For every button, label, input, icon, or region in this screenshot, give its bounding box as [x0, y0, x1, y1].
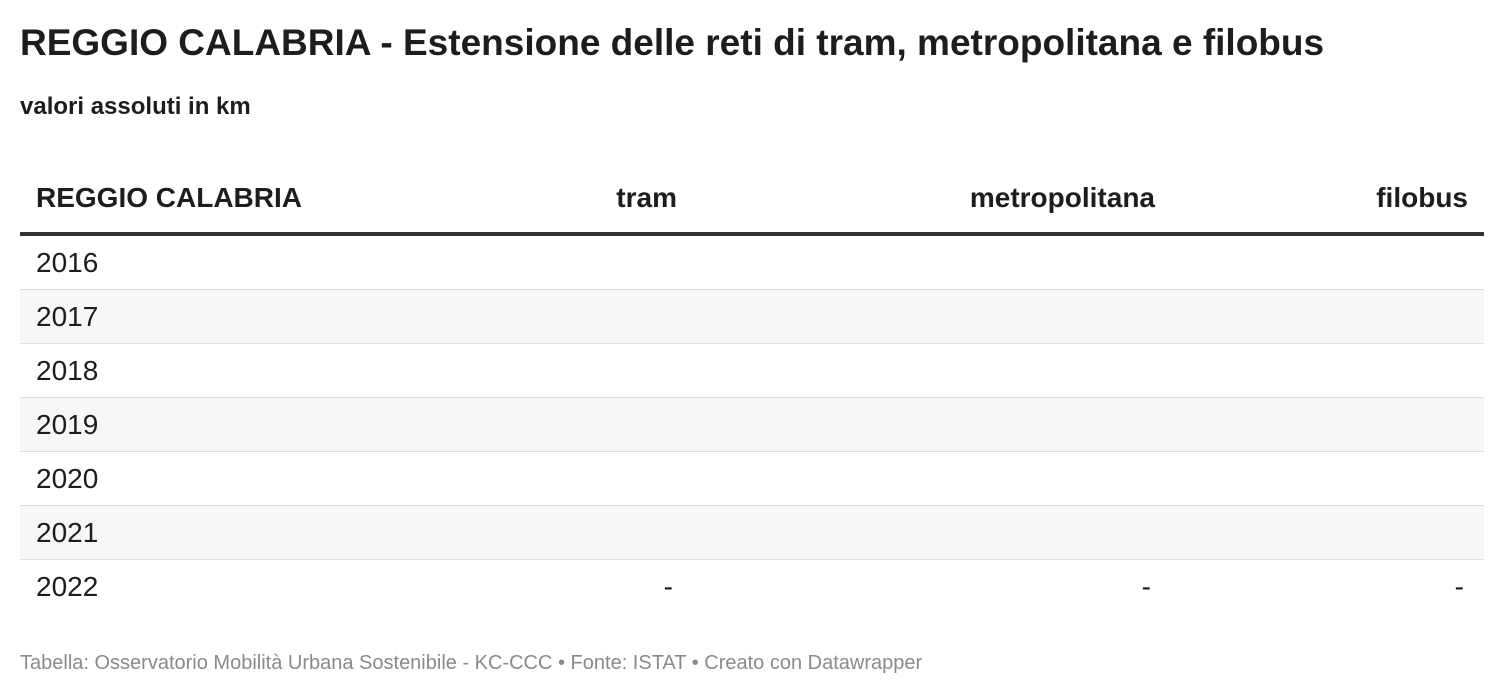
year-cell: 2018 — [36, 355, 99, 386]
column-header: filobus — [1376, 182, 1468, 213]
table-row: 2016 — [20, 236, 1484, 290]
table-row: 2017 — [20, 290, 1484, 344]
year-cell: 2017 — [36, 301, 99, 332]
value-cell: - — [663, 571, 673, 602]
table-row: 2020 — [20, 452, 1484, 506]
year-cell: 2022 — [36, 571, 99, 602]
table-row: 2019 — [20, 398, 1484, 452]
title: REGGIO CALABRIA - Estensione delle reti … — [20, 22, 1325, 63]
header-row: REGGIO CALABRIA tram metropolitana filobus — [20, 170, 1484, 236]
column-header: REGGIO CALABRIA — [36, 182, 302, 213]
column-header: tram — [616, 182, 677, 213]
year-cell: 2016 — [36, 247, 99, 278]
value-cell: - — [1141, 571, 1151, 602]
table: REGGIO CALABRIA tram metropolitana filobus 2… — [20, 170, 1484, 613]
subtitle: valori assoluti in km — [20, 93, 251, 120]
year-cell: 2021 — [36, 517, 99, 548]
column-header: metropolitana — [969, 182, 1155, 213]
value-cell: - — [1454, 571, 1464, 602]
footer: Tabella: Osservatorio Mobilità Urbana So… — [20, 652, 923, 674]
year-cell: 2020 — [36, 463, 99, 494]
table-row: 2018 — [20, 344, 1484, 398]
year-cell: 2019 — [36, 409, 99, 440]
table-row: 2022 - - - — [20, 560, 1484, 613]
table-row: 2021 — [20, 506, 1484, 560]
